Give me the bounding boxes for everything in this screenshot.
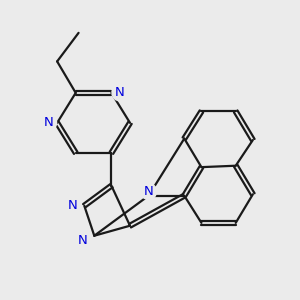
Text: N: N bbox=[144, 185, 153, 198]
Circle shape bbox=[112, 85, 128, 101]
Text: N: N bbox=[115, 86, 125, 99]
Circle shape bbox=[141, 183, 157, 200]
Circle shape bbox=[75, 232, 91, 248]
Circle shape bbox=[40, 115, 57, 131]
Text: N: N bbox=[68, 199, 78, 212]
Text: N: N bbox=[78, 233, 88, 247]
Circle shape bbox=[65, 198, 81, 214]
Text: N: N bbox=[44, 116, 53, 129]
